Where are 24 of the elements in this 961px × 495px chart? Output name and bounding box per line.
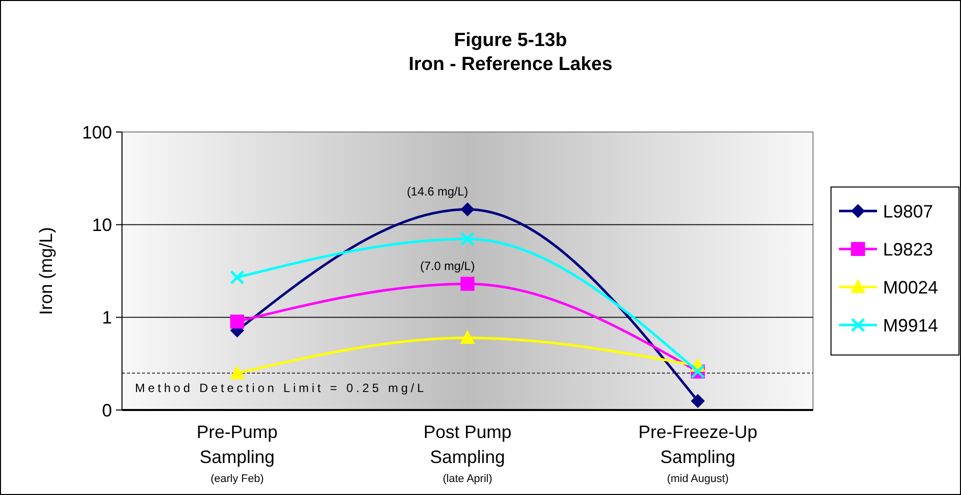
y-tick-label: 1 [102, 308, 112, 328]
y-tick-label: 100 [82, 122, 112, 142]
legend-label: M0024 [883, 277, 938, 298]
point [460, 276, 474, 291]
y-tick-label: 10 [92, 214, 112, 235]
x-tick-label: Pre-Pump Sampling (early Feb) [196, 422, 278, 485]
x-tick-label: Pre-Freeze-Up Sampling (mid August) [638, 422, 758, 485]
y-tick-label: 0 [102, 400, 112, 420]
legend-label: L9823 [883, 239, 934, 260]
point [460, 330, 475, 344]
legend-label: M9914 [883, 315, 938, 336]
chart-title: Figure 5-13b Iron - Reference Lakes [408, 30, 612, 75]
point [230, 270, 244, 285]
x-tick-label: Post Pump Sampling (late April) [423, 422, 512, 485]
annotation: (14.6 mg/L) [406, 184, 468, 198]
point [230, 365, 245, 380]
ref-line-label: Method Detection Limit = 0.25 mg/L [135, 381, 427, 396]
point [690, 394, 705, 408]
point [460, 232, 475, 246]
annotation: (7.0 mg/L) [420, 258, 475, 273]
point [230, 314, 244, 329]
point [460, 202, 474, 216]
y-axis-title: Iron (mg/L) [36, 226, 56, 316]
legend-label: L9807 [883, 201, 934, 222]
